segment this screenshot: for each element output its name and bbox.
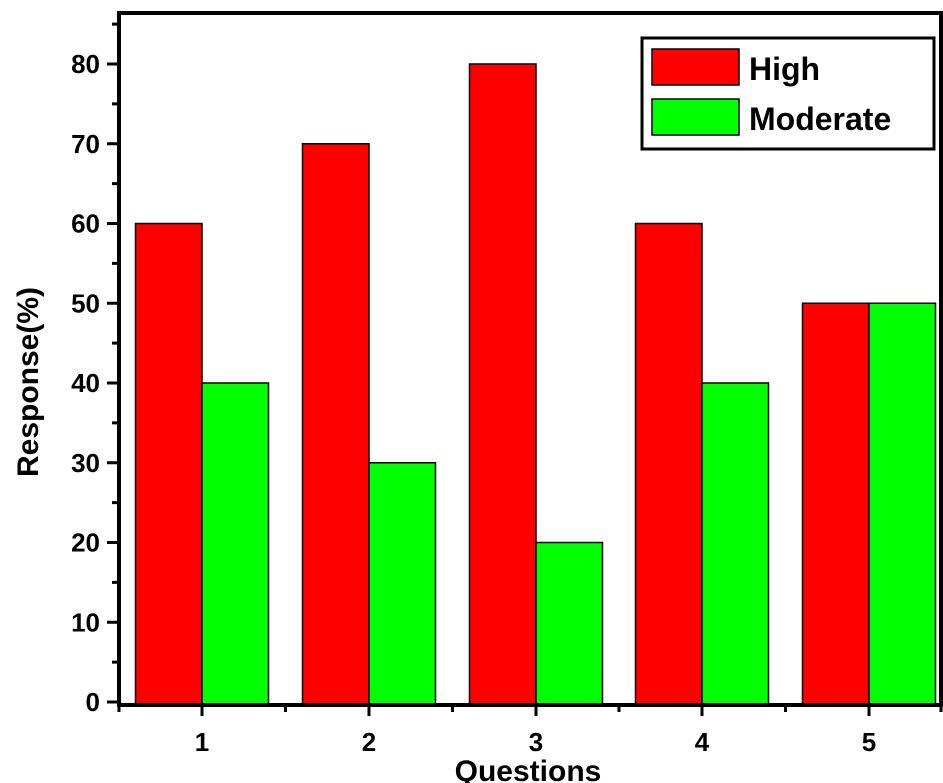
y-tick-label: 10 xyxy=(71,607,100,637)
plot-frame xyxy=(117,11,943,707)
y-axis: 0 10 20 30 40 50 60 70 80 xyxy=(71,22,119,717)
bar-high-q4 xyxy=(634,222,703,706)
bars-group xyxy=(134,63,937,706)
bar-moderate-q3 xyxy=(535,541,604,706)
bar-high-q1 xyxy=(134,222,203,706)
bar-moderate-q4 xyxy=(701,382,770,706)
y-tick-label: 20 xyxy=(71,528,100,558)
bar-high-q2 xyxy=(301,143,370,706)
bar-high-q3 xyxy=(468,63,537,706)
legend-swatch-moderate xyxy=(651,98,740,136)
y-tick-label: 30 xyxy=(71,448,100,478)
x-axis-title: Questions xyxy=(455,755,602,783)
x-tick-label: 5 xyxy=(862,727,876,757)
y-axis-title: Response(%) xyxy=(12,287,45,477)
y-tick-label: 0 xyxy=(86,687,100,717)
x-axis: 1 2 3 4 5 xyxy=(117,705,943,757)
legend-label-high: High xyxy=(749,51,820,87)
legend: High Moderate xyxy=(640,36,936,151)
x-tick-label: 3 xyxy=(529,727,543,757)
bar-moderate-q2 xyxy=(368,462,437,706)
x-tick-label: 2 xyxy=(362,727,376,757)
y-tick-label: 80 xyxy=(71,49,100,79)
x-tick-label: 1 xyxy=(195,727,209,757)
x-tick-label: 4 xyxy=(695,727,710,757)
y-tick-label: 50 xyxy=(71,288,100,318)
bar-moderate-q1 xyxy=(201,382,270,706)
bar-moderate-q5 xyxy=(868,302,937,706)
bar-high-q5 xyxy=(801,302,870,706)
y-tick-label: 70 xyxy=(71,129,100,159)
y-tick-label: 40 xyxy=(71,368,100,398)
legend-label-moderate: Moderate xyxy=(749,101,891,137)
y-tick-label: 60 xyxy=(71,209,100,239)
legend-swatch-high xyxy=(651,48,740,86)
